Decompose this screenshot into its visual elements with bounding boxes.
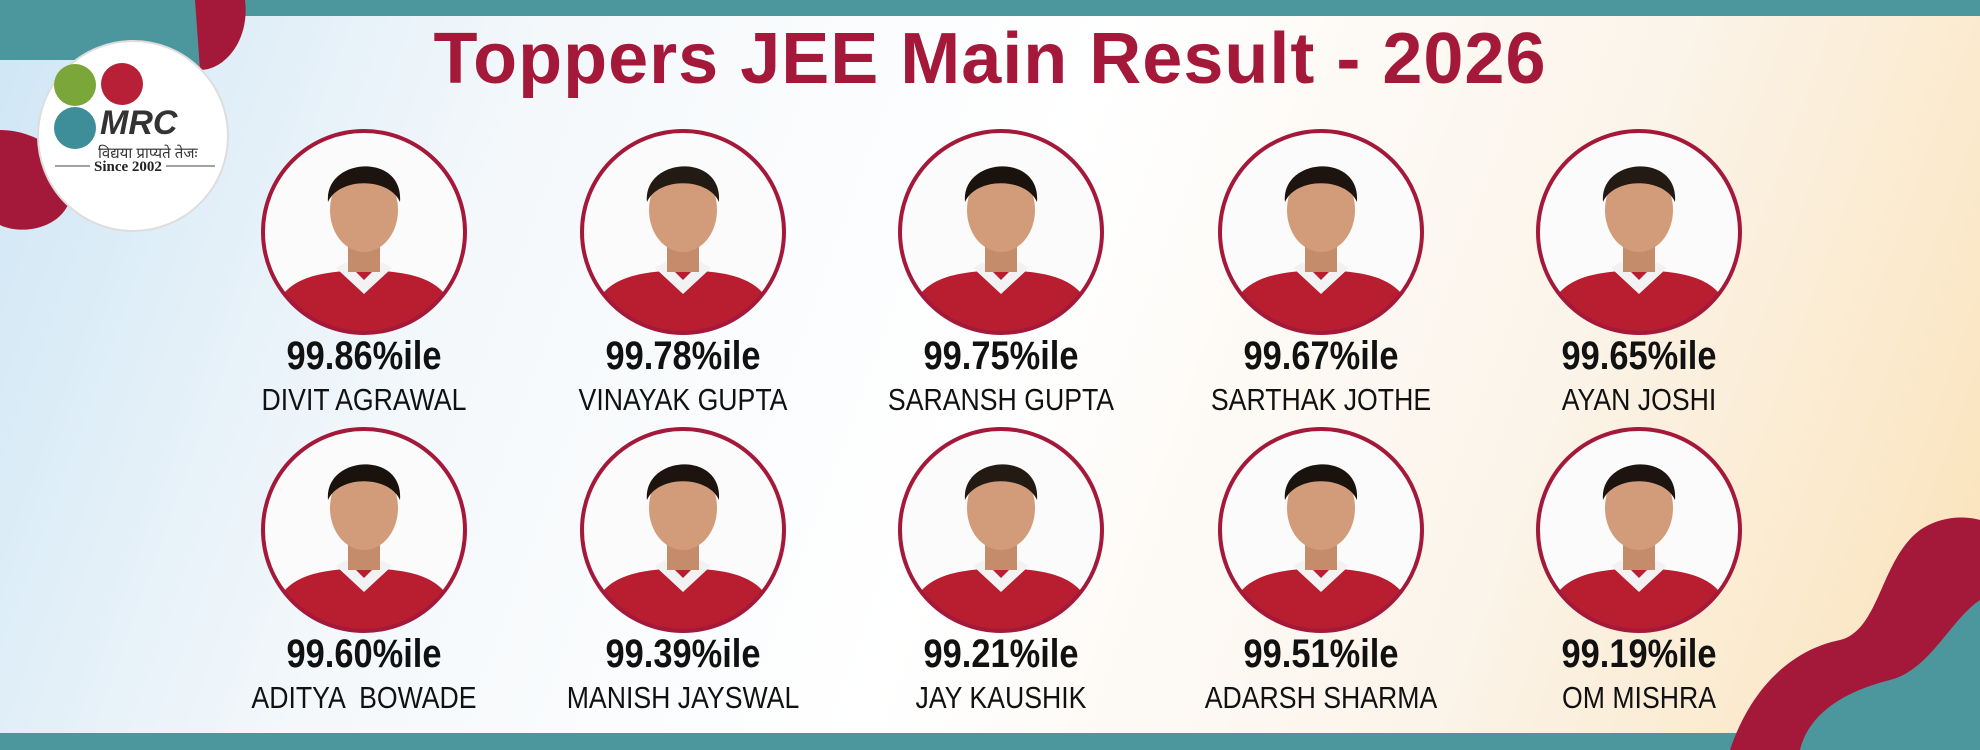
photo [582, 131, 784, 333]
topper-photo [898, 427, 1104, 633]
topper-score: 99.67%ile [1243, 334, 1399, 378]
topper-score: 99.86%ile [286, 334, 442, 378]
hair [646, 166, 720, 202]
face [330, 168, 398, 252]
frame [580, 427, 786, 633]
hair [327, 464, 401, 500]
face [967, 466, 1035, 550]
frame [1218, 427, 1424, 633]
frame [1536, 427, 1742, 633]
shirt [1544, 270, 1734, 333]
hair [646, 464, 720, 500]
frame [898, 129, 1104, 335]
topper-name: MANISH JAYSWAL [566, 680, 800, 715]
topper-name: AYAN JOSHI [1561, 382, 1717, 417]
topper-photo [898, 129, 1104, 335]
photo [1538, 131, 1740, 333]
shirt [906, 270, 1096, 333]
face [330, 466, 398, 550]
topper-name: SARTHAK JOTHE [1210, 382, 1432, 417]
title: Toppers JEE Main Result - 2026 [433, 19, 1547, 99]
frame [1536, 129, 1742, 335]
shirt [269, 270, 459, 333]
topper-score: 99.51%ile [1243, 632, 1399, 676]
hair [327, 166, 401, 202]
shirt [1226, 568, 1416, 631]
corner-wave [195, 0, 246, 70]
bottom-bar [0, 733, 1980, 750]
topper-photo [261, 427, 467, 633]
hair [1602, 166, 1676, 202]
face [1605, 466, 1673, 550]
topper-name: VINAYAK GUPTA [578, 382, 788, 417]
topper-name: DIVIT AGRAWAL [261, 382, 467, 417]
topper-score: 99.75%ile [923, 334, 1079, 378]
frame [261, 427, 467, 633]
topper-score: 99.21%ile [923, 632, 1079, 676]
topper-photo [580, 129, 786, 335]
topper-score: 99.60%ile [286, 632, 442, 676]
photo [900, 131, 1102, 333]
photo [1220, 131, 1422, 333]
topper-photo [1218, 129, 1424, 335]
shirt [1544, 568, 1734, 631]
topper-photo [1218, 427, 1424, 633]
photo [900, 429, 1102, 631]
logo-since: Since 2002 [90, 159, 166, 176]
photo [263, 429, 465, 631]
frame [580, 129, 786, 335]
photo [1220, 429, 1422, 631]
frame [261, 129, 467, 335]
hair [964, 166, 1038, 202]
topper-name: ADITYA BOWADE [251, 680, 477, 715]
hair [1284, 464, 1358, 500]
logo-icon [54, 107, 96, 149]
topper-name: OM MISHRA [1561, 680, 1717, 715]
topper-photo [1536, 427, 1742, 633]
face [1287, 466, 1355, 550]
face [967, 168, 1035, 252]
topper-score: 99.39%ile [605, 632, 761, 676]
shirt [588, 270, 778, 333]
logo-icon [101, 63, 143, 105]
topper-photo [580, 427, 786, 633]
shirt [906, 568, 1096, 631]
frame [898, 427, 1104, 633]
topper-name: SARANSH GUPTA [887, 382, 1115, 417]
corner-wave [1800, 600, 1980, 750]
frame [1218, 129, 1424, 335]
face [1605, 168, 1673, 252]
topper-score: 99.19%ile [1561, 632, 1717, 676]
topper-photo [261, 129, 467, 335]
face [649, 466, 717, 550]
shirt [269, 568, 459, 631]
shirt [1226, 270, 1416, 333]
topper-name: ADARSH SHARMA [1204, 680, 1438, 715]
topper-score: 99.65%ile [1561, 334, 1717, 378]
hair [964, 464, 1038, 500]
photo [263, 131, 465, 333]
logo-name: MRC [100, 104, 178, 142]
photo [1538, 429, 1740, 631]
hair [1602, 464, 1676, 500]
topper-score: 99.78%ile [605, 334, 761, 378]
hair [1284, 166, 1358, 202]
logo-motto: विद्यया प्राप्यते तेजः [98, 145, 198, 162]
logo-icon [54, 64, 96, 106]
top-bar [0, 0, 1980, 16]
photo [582, 429, 784, 631]
face [649, 168, 717, 252]
topper-photo [1536, 129, 1742, 335]
shirt [588, 568, 778, 631]
face [1287, 168, 1355, 252]
topper-name: JAY KAUSHIK [915, 680, 1087, 715]
